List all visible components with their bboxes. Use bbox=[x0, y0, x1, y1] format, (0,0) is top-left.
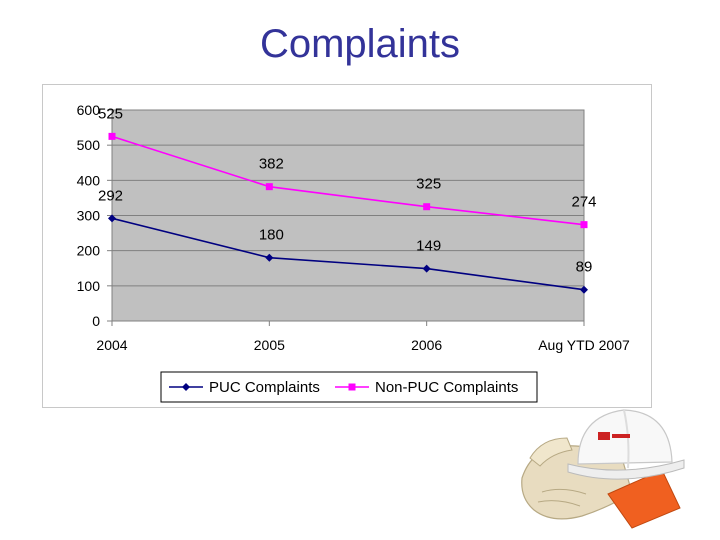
x-tick-label: Aug YTD 2007 bbox=[538, 337, 630, 353]
legend-label: PUC Complaints bbox=[209, 379, 320, 396]
line-chart: 0 100 200 300 400 500 600 2004 2005 2006 Aug YTD … bbox=[77, 102, 630, 403]
legend: PUC Complaints Non-PUC Complaints bbox=[160, 371, 538, 403]
x-axis-ticks: 2004 2005 2006 Aug YTD 2007 bbox=[96, 321, 630, 353]
data-point bbox=[108, 132, 116, 140]
data-label: 89 bbox=[576, 259, 593, 276]
data-label: 274 bbox=[571, 194, 596, 211]
y-axis-ticks: 0 100 200 300 400 500 600 bbox=[77, 102, 112, 329]
data-point bbox=[265, 253, 274, 262]
data-label: 149 bbox=[416, 238, 441, 255]
y-tick-label: 300 bbox=[77, 208, 101, 224]
y-tick-label: 0 bbox=[92, 313, 100, 329]
series-line bbox=[111, 135, 585, 226]
data-label: 292 bbox=[98, 187, 123, 204]
hard-hat-and-gloves-icon bbox=[521, 409, 685, 529]
series-group bbox=[108, 132, 588, 294]
data-label: 325 bbox=[416, 176, 441, 193]
legend-label: Non-PUC Complaints bbox=[375, 379, 518, 396]
data-point bbox=[580, 221, 588, 229]
y-tick-label: 100 bbox=[77, 278, 101, 294]
x-tick-label: 2005 bbox=[254, 337, 285, 353]
data-point bbox=[423, 203, 431, 211]
data-label: 180 bbox=[259, 227, 284, 244]
slide-title: Complaints bbox=[259, 22, 461, 66]
legend-marker bbox=[348, 383, 356, 391]
data-label: 382 bbox=[259, 156, 284, 173]
data-labels: 292 180 149 89 525 382 325 274 bbox=[98, 105, 597, 275]
series-line bbox=[111, 217, 585, 291]
legend-marker bbox=[182, 383, 190, 391]
data-point bbox=[108, 214, 116, 223]
x-tick-label: 2004 bbox=[96, 337, 127, 353]
y-tick-label: 400 bbox=[77, 172, 101, 188]
chart-frame: 0 100 200 300 400 500 600 2004 2005 2006 Aug YTD … bbox=[42, 84, 652, 408]
data-label: 525 bbox=[98, 105, 123, 122]
y-tick-label: 600 bbox=[77, 102, 101, 118]
y-tick-label: 500 bbox=[77, 137, 101, 153]
data-point bbox=[580, 285, 588, 294]
x-tick-label: 2006 bbox=[411, 337, 442, 353]
data-point bbox=[265, 183, 273, 191]
data-point bbox=[422, 264, 431, 273]
y-tick-label: 200 bbox=[77, 243, 101, 259]
